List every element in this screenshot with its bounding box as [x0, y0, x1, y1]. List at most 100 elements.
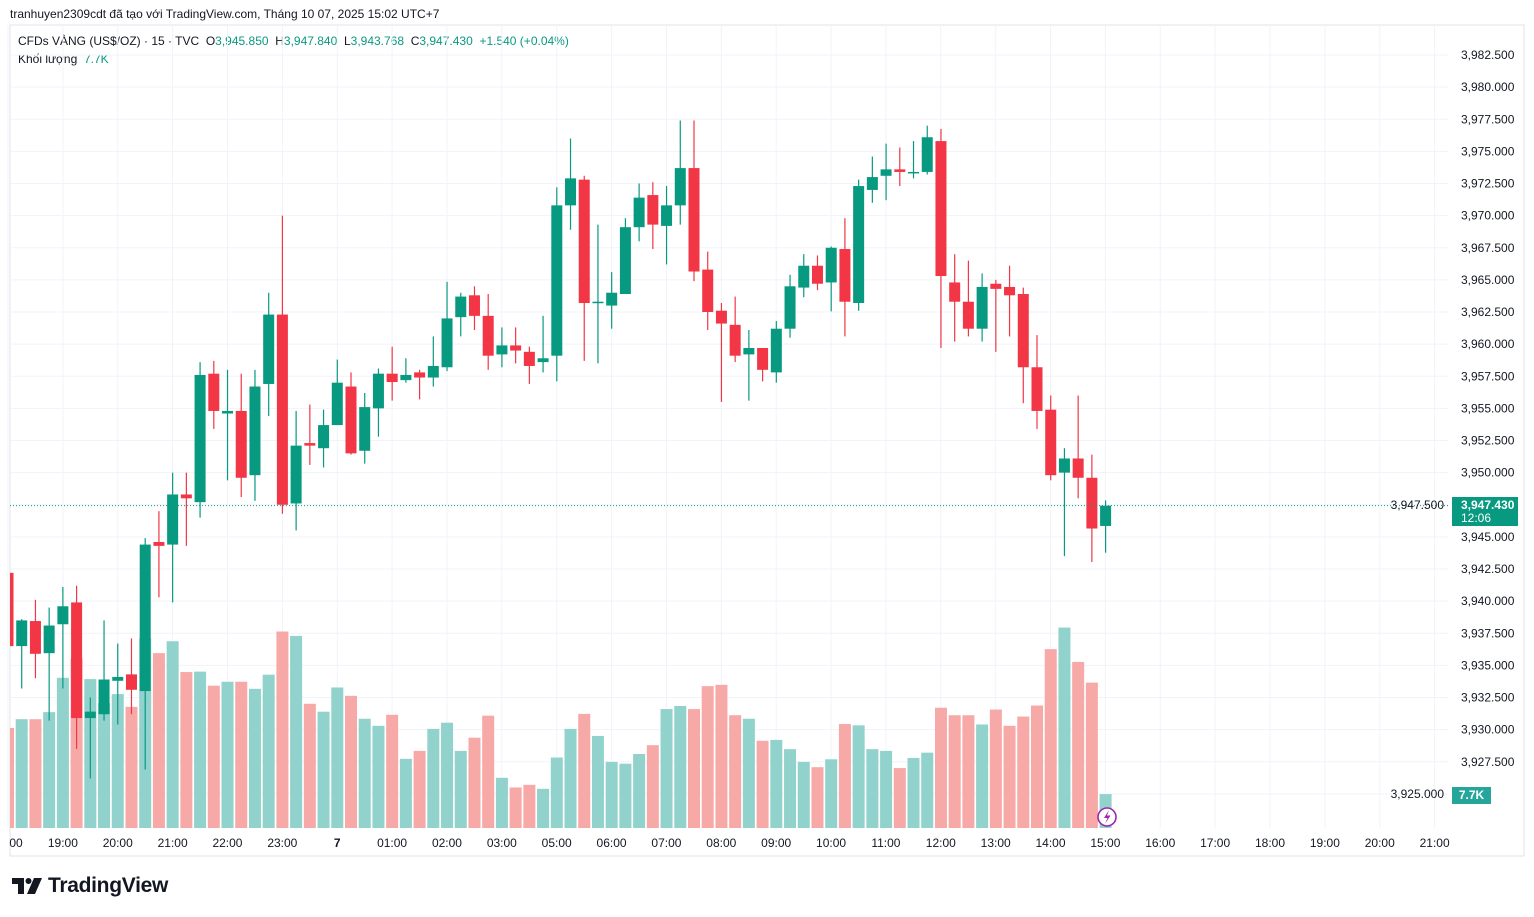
- candle-up[interactable]: [592, 301, 604, 304]
- volume-bar: [1017, 716, 1030, 828]
- candle-up[interactable]: [537, 358, 549, 363]
- candle-up[interactable]: [16, 620, 28, 647]
- candle-up[interactable]: [866, 177, 878, 190]
- candle-down[interactable]: [1086, 477, 1098, 529]
- candle-down[interactable]: [482, 315, 494, 356]
- candle-down[interactable]: [935, 141, 947, 277]
- candle-up[interactable]: [359, 407, 371, 451]
- volume-bar: [797, 761, 810, 828]
- candle-up[interactable]: [43, 625, 55, 654]
- candle-up[interactable]: [427, 365, 439, 378]
- candle-down[interactable]: [208, 373, 220, 411]
- candle-up[interactable]: [84, 711, 96, 719]
- candle-down[interactable]: [729, 324, 741, 356]
- time-tick-label: 15:00: [1090, 836, 1120, 850]
- candle-down[interactable]: [523, 351, 535, 366]
- volume-bar: [1058, 627, 1071, 828]
- candle-down[interactable]: [1017, 294, 1029, 368]
- volume-bar: [646, 745, 659, 828]
- candle-up[interactable]: [290, 445, 302, 504]
- candle-up[interactable]: [880, 169, 892, 176]
- price-tick-label: 3,927.500: [1461, 755, 1515, 769]
- candle-up[interactable]: [98, 679, 110, 715]
- candle-up[interactable]: [194, 374, 206, 503]
- candle-down[interactable]: [949, 282, 961, 302]
- candle-up[interactable]: [112, 676, 124, 681]
- candle-up[interactable]: [263, 314, 275, 384]
- time-tick-label: 09:00: [761, 836, 791, 850]
- tradingview-logo[interactable]: TradingView: [12, 874, 168, 898]
- candle-up[interactable]: [976, 286, 988, 329]
- candle-down[interactable]: [688, 168, 700, 272]
- candle-down[interactable]: [414, 372, 426, 378]
- candle-up[interactable]: [318, 425, 330, 449]
- candle-down[interactable]: [1072, 458, 1084, 478]
- candle-down[interactable]: [1004, 286, 1016, 296]
- volume-bar: [893, 768, 906, 828]
- candle-up[interactable]: [455, 296, 467, 318]
- volume-bar: [962, 715, 975, 828]
- candle-up[interactable]: [908, 171, 920, 174]
- candle-down[interactable]: [71, 602, 83, 719]
- volume-bar: [1085, 682, 1098, 828]
- time-tick-label: 21:00: [158, 836, 188, 850]
- candle-up[interactable]: [1100, 505, 1112, 526]
- candle-down[interactable]: [894, 169, 906, 172]
- candle-up[interactable]: [331, 382, 343, 426]
- candle-up[interactable]: [496, 345, 508, 355]
- candle-down[interactable]: [715, 310, 727, 324]
- candle-down[interactable]: [510, 345, 522, 351]
- candle-down[interactable]: [276, 314, 288, 505]
- candle-down[interactable]: [962, 301, 974, 329]
- candle-up[interactable]: [551, 205, 563, 356]
- candle-up[interactable]: [57, 606, 69, 625]
- volume-bar: [1003, 725, 1016, 828]
- candle-up[interactable]: [619, 227, 631, 295]
- candle-up[interactable]: [633, 197, 645, 228]
- candle-up[interactable]: [825, 247, 837, 283]
- candle-up[interactable]: [372, 373, 384, 409]
- candle-down[interactable]: [235, 410, 247, 478]
- candle-down[interactable]: [153, 542, 165, 546]
- candle-down[interactable]: [647, 195, 659, 225]
- candle-down[interactable]: [468, 295, 480, 316]
- candle-down[interactable]: [3, 572, 14, 647]
- candle-up[interactable]: [249, 386, 261, 476]
- price-axis[interactable]: 3,982.500 3,980.000 3,977.500 3,975.000 3,97…: [1391, 48, 1515, 801]
- candle-up[interactable]: [921, 137, 933, 172]
- candle-up[interactable]: [743, 347, 755, 355]
- candle-up[interactable]: [1058, 458, 1070, 473]
- time-tick-label: 20:00: [1365, 836, 1395, 850]
- candle-down[interactable]: [990, 283, 1002, 289]
- candle-up[interactable]: [770, 328, 782, 373]
- candle-up[interactable]: [400, 374, 412, 381]
- volume-bar: [194, 671, 207, 828]
- candle-down[interactable]: [345, 386, 357, 454]
- candle-down[interactable]: [125, 674, 137, 690]
- candle-up[interactable]: [784, 286, 796, 329]
- time-axis[interactable]: 00 19:00 20:00 21:00 22:00 23:00 7 01:00 02:00 03…: [9, 836, 1450, 850]
- candle-down[interactable]: [839, 249, 851, 302]
- candle-up[interactable]: [167, 494, 179, 545]
- candle-down[interactable]: [386, 373, 398, 383]
- candle-up[interactable]: [853, 186, 865, 304]
- candle-down[interactable]: [702, 269, 714, 312]
- candle-up[interactable]: [222, 410, 234, 414]
- candle-up[interactable]: [606, 292, 618, 306]
- candle-up[interactable]: [565, 178, 577, 206]
- candle-down[interactable]: [1031, 367, 1043, 411]
- candle-up[interactable]: [139, 544, 151, 692]
- candle-up[interactable]: [441, 318, 453, 368]
- candle-down[interactable]: [304, 443, 316, 446]
- candle-up[interactable]: [674, 168, 686, 206]
- candle-down[interactable]: [578, 179, 590, 304]
- candle-down[interactable]: [180, 494, 192, 499]
- lightning-icon[interactable]: [1097, 807, 1117, 827]
- candle-down[interactable]: [757, 347, 769, 370]
- candle-down[interactable]: [811, 265, 823, 284]
- candle-down[interactable]: [1045, 409, 1057, 476]
- candle-up[interactable]: [661, 205, 673, 226]
- candle-down[interactable]: [29, 621, 41, 654]
- candle-up[interactable]: [798, 265, 810, 288]
